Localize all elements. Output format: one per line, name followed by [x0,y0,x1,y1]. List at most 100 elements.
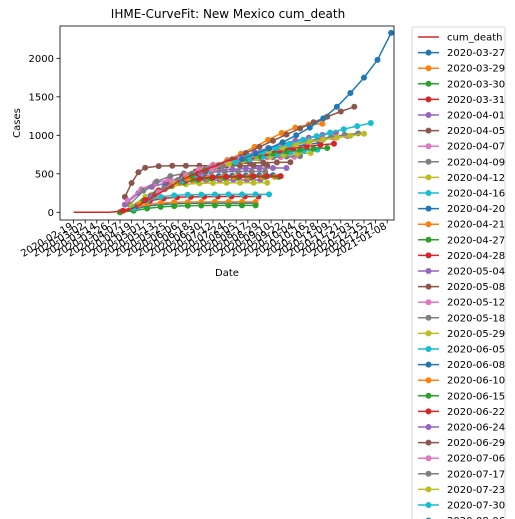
data-point [171,203,178,210]
legend-entry: cum_death [447,33,502,44]
legend-entry: 2020-05-18 [447,313,505,324]
data-point [324,145,331,151]
legend-marker [425,252,432,259]
data-point [347,90,354,96]
legend-entry: 2020-04-27 [447,235,505,246]
legend-marker [425,439,432,446]
legend-marker [425,190,432,196]
data-point [351,103,358,110]
legend-marker [425,174,432,181]
data-point [144,205,151,212]
legend-entry: 2020-04-05 [447,126,505,137]
data-point [239,191,245,198]
data-point [184,191,191,198]
data-point [331,140,337,147]
chart-title: IHME-CurveFit: New Mexico cum_death [111,7,345,21]
data-point [128,180,135,186]
data-point [283,131,290,138]
data-point [260,159,267,166]
data-point [313,133,320,140]
data-point [182,162,189,169]
data-point [252,191,259,198]
legend-marker [425,80,432,87]
legend-marker [425,314,432,321]
data-point [319,120,326,127]
data-point [198,202,205,209]
legend-marker [425,221,432,228]
data-point [198,191,205,198]
data-point [306,138,313,145]
data-point [283,165,290,171]
data-point [327,129,334,136]
data-point [317,141,324,148]
data-point [374,56,381,63]
legend-entry: 2020-04-20 [447,204,505,215]
legend-entry: 2020-07-23 [447,485,505,496]
data-point [256,165,263,172]
legend-marker [425,143,432,150]
data-point [250,173,257,180]
legend-marker [425,502,432,508]
data-point [354,123,361,130]
data-point [264,173,271,180]
legend-entry: 2020-07-06 [447,454,505,465]
data-point [278,130,285,136]
data-point [361,74,367,81]
data-point [225,202,232,209]
y-tick-label: 500 [35,169,54,180]
data-point [337,108,344,115]
data-point [306,124,313,131]
legend-entry: 2020-04-12 [447,173,505,184]
data-point [242,165,249,172]
data-point [157,193,164,200]
data-point [225,191,232,198]
data-point [167,173,174,180]
legend-entry: 2020-03-29 [447,64,505,75]
legend: cum_death 2020-03-27 2020-03-29 2020-03-30 2… [411,26,506,519]
data-point [361,130,367,137]
data-point [367,120,374,126]
y-tick-label: 0 [48,208,54,219]
legend-entry: 2020-04-09 [447,157,505,168]
data-point [262,168,269,175]
y-axis-label: Cases [12,108,23,138]
data-point [252,202,259,209]
data-point [135,169,142,176]
legend-marker [425,205,432,212]
plot-area [73,29,395,216]
data-point [223,173,230,180]
legend-entry: 2020-06-05 [447,345,505,356]
legend-entry: 2020-06-08 [447,360,505,371]
data-point [297,125,304,132]
data-point [184,202,191,209]
data-point [270,137,276,144]
y-tick-label: 1500 [29,92,54,103]
data-point [286,140,293,147]
data-point [287,159,294,166]
legend-marker [425,49,432,56]
observed-line [73,157,238,214]
legend-entry: 2020-05-08 [447,282,505,293]
legend-entry: 2020-06-15 [447,391,505,402]
data-point [157,203,164,210]
data-point [293,132,300,139]
data-point [266,145,273,152]
data-point [388,29,395,36]
data-point [303,143,310,150]
data-point [264,179,271,186]
legend-entry: 2020-07-17 [447,469,505,480]
data-point [293,141,300,148]
data-point [340,126,347,133]
data-point [300,136,306,143]
legend-entry: 2020-04-21 [447,220,505,231]
legend-marker [425,408,432,415]
legend-entry: 2020-06-24 [447,423,505,434]
data-point [142,164,149,171]
legend-marker [425,299,432,306]
legend-marker [425,470,432,477]
legend-entry: 2020-04-16 [447,189,505,200]
legend-entry: 2020-03-27 [447,48,505,59]
legend-entry: 2020-04-28 [447,251,505,262]
legend-marker [425,361,432,368]
